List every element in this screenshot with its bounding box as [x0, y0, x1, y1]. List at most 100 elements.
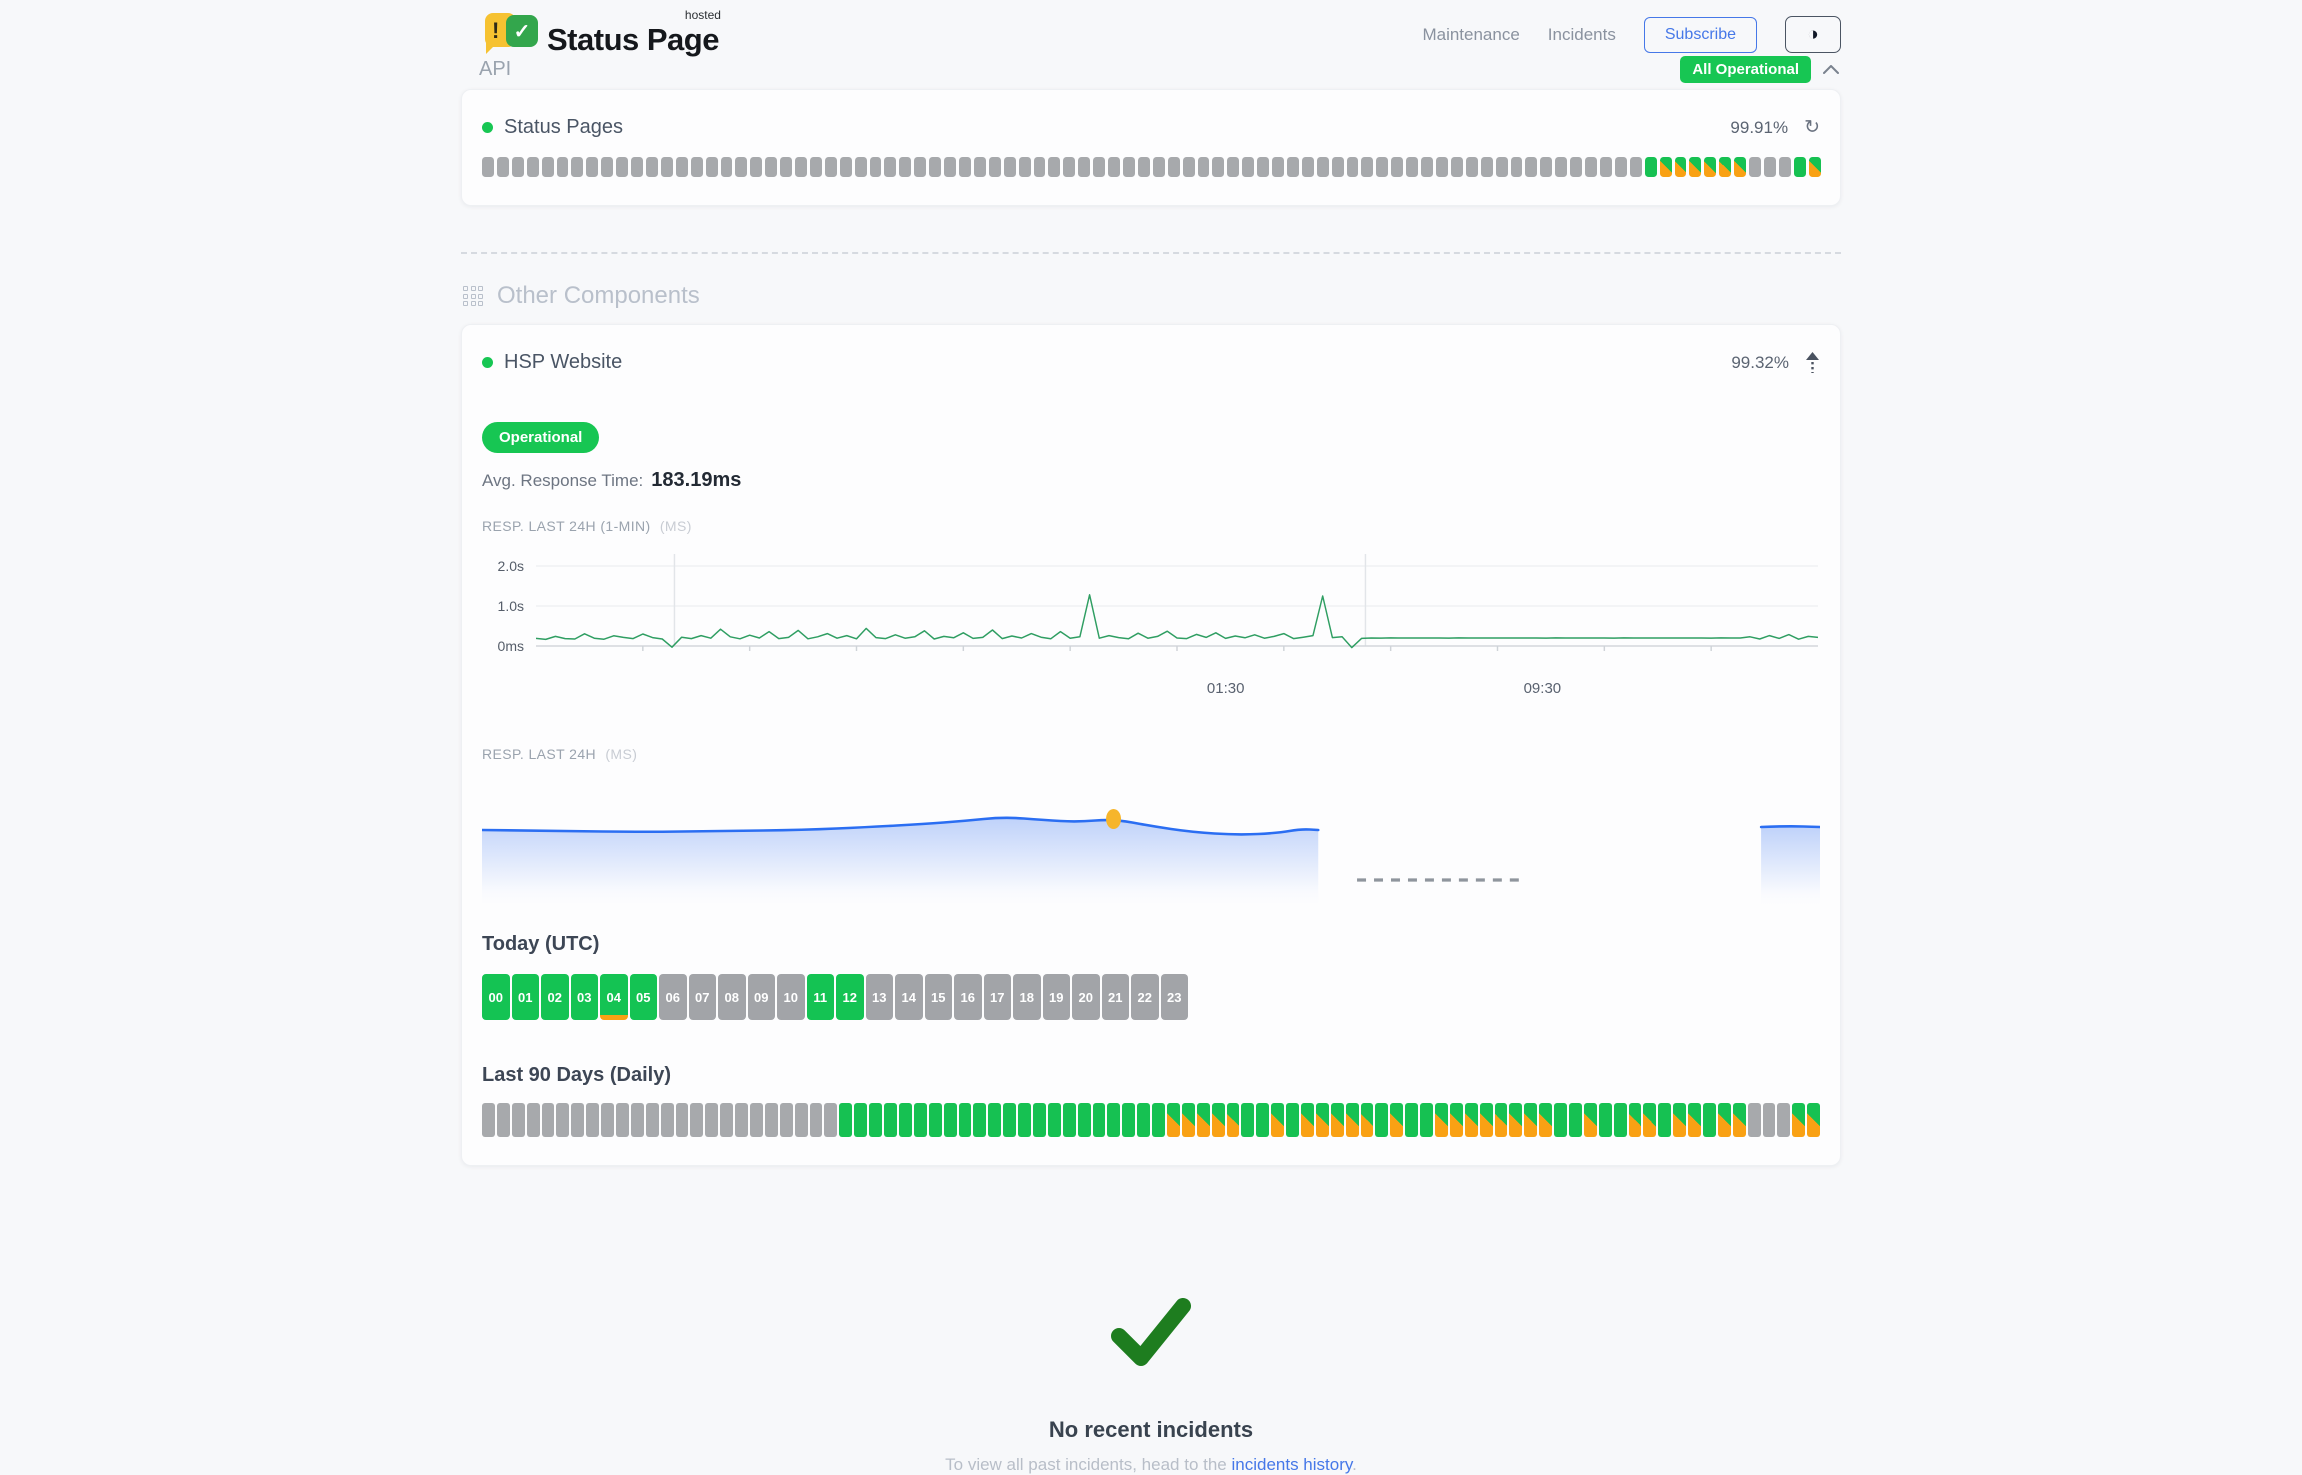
daily-bar[interactable]: [1241, 1103, 1255, 1137]
uptime-bar[interactable]: [750, 157, 763, 177]
daily-bar[interactable]: [764, 1103, 778, 1137]
daily-bar[interactable]: [1032, 1103, 1046, 1137]
uptime-bar[interactable]: [809, 157, 822, 177]
uptime-bar[interactable]: [735, 157, 748, 177]
uptime-bar[interactable]: [1167, 157, 1180, 177]
chevron-up-icon[interactable]: [1823, 65, 1839, 74]
daily-bar[interactable]: [1449, 1103, 1463, 1137]
daily-bar[interactable]: [571, 1103, 585, 1137]
daily-bar[interactable]: [630, 1103, 644, 1137]
uptime-bar[interactable]: [720, 157, 733, 177]
daily-bar[interactable]: [1464, 1103, 1478, 1137]
uptime-bar[interactable]: [1301, 157, 1314, 177]
daily-bar[interactable]: [482, 1103, 495, 1137]
uptime-bar[interactable]: [1704, 157, 1717, 177]
daily-bar[interactable]: [1166, 1103, 1180, 1137]
uptime-bar[interactable]: [988, 157, 1001, 177]
daily-bar[interactable]: [1732, 1103, 1746, 1137]
daily-bar[interactable]: [1092, 1103, 1106, 1137]
uptime-bar[interactable]: [1749, 157, 1761, 177]
daily-bar[interactable]: [1137, 1103, 1151, 1137]
daily-bar[interactable]: [958, 1103, 972, 1137]
hour-block[interactable]: 06: [659, 974, 687, 1020]
uptime-bar[interactable]: [973, 157, 986, 177]
daily-bar[interactable]: [988, 1103, 1002, 1137]
daily-bar[interactable]: [1494, 1103, 1508, 1137]
uptime-bar[interactable]: [1465, 157, 1478, 177]
daily-bar[interactable]: [1583, 1103, 1597, 1137]
hour-block[interactable]: 20: [1072, 974, 1100, 1020]
uptime-bar[interactable]: [1585, 157, 1597, 177]
uptime-bar[interactable]: [1495, 157, 1508, 177]
uptime-bar[interactable]: [1093, 157, 1106, 177]
hour-block[interactable]: 22: [1131, 974, 1159, 1020]
daily-bar[interactable]: [1181, 1103, 1195, 1137]
collapse-arrow-icon[interactable]: [1805, 351, 1820, 374]
daily-bar[interactable]: [496, 1103, 510, 1137]
uptime-bar[interactable]: [1674, 157, 1687, 177]
daily-bar[interactable]: [898, 1103, 912, 1137]
daily-bar[interactable]: [1628, 1103, 1642, 1137]
uptime-bar[interactable]: [1570, 157, 1583, 177]
uptime-bar[interactable]: [1197, 157, 1210, 177]
daily-bar[interactable]: [1062, 1103, 1076, 1137]
hour-block[interactable]: 11: [806, 974, 834, 1020]
daily-bar[interactable]: [735, 1103, 749, 1137]
uptime-bar[interactable]: [1540, 157, 1553, 177]
uptime-bar[interactable]: [1689, 157, 1702, 177]
hour-block[interactable]: 23: [1160, 974, 1188, 1020]
daily-bar[interactable]: [1539, 1103, 1553, 1137]
daily-bar[interactable]: [1703, 1103, 1716, 1137]
uptime-bar[interactable]: [959, 157, 971, 177]
hour-block[interactable]: 16: [954, 974, 982, 1020]
daily-bar[interactable]: [511, 1103, 525, 1137]
daily-bar[interactable]: [1360, 1103, 1374, 1137]
daily-bar[interactable]: [809, 1103, 823, 1137]
uptime-bar[interactable]: [1719, 157, 1732, 177]
uptime-bar[interactable]: [1182, 157, 1195, 177]
hour-block[interactable]: 14: [895, 974, 923, 1020]
hour-block[interactable]: 17: [983, 974, 1011, 1020]
daily-bar[interactable]: [1569, 1103, 1582, 1137]
hour-block[interactable]: 05: [629, 974, 657, 1020]
daily-bar[interactable]: [1256, 1103, 1270, 1137]
daily-bar[interactable]: [1271, 1103, 1285, 1137]
daily-bar[interactable]: [779, 1103, 793, 1137]
uptime-bar[interactable]: [660, 157, 673, 177]
uptime-bar[interactable]: [556, 157, 569, 177]
uptime-bar[interactable]: [765, 157, 778, 177]
uptime-bar[interactable]: [1018, 157, 1031, 177]
hour-block[interactable]: 02: [541, 974, 569, 1020]
daily-bar[interactable]: [1598, 1103, 1612, 1137]
daily-bar[interactable]: [1226, 1103, 1240, 1137]
hour-block[interactable]: 19: [1042, 974, 1070, 1020]
nav-link-maintenance[interactable]: Maintenance: [1422, 24, 1520, 44]
uptime-bar[interactable]: [1063, 157, 1076, 177]
component-row-hsp-website[interactable]: HSP Website 99.32%: [482, 351, 1820, 374]
uptime-bar[interactable]: [571, 157, 584, 177]
uptime-bar[interactable]: [1003, 157, 1016, 177]
uptime-bar[interactable]: [1391, 157, 1404, 177]
uptime-bar[interactable]: [839, 157, 852, 177]
uptime-bar[interactable]: [1242, 157, 1255, 177]
uptime-bar[interactable]: [631, 157, 643, 177]
uptime-bar[interactable]: [1137, 157, 1150, 177]
uptime-bar[interactable]: [1331, 157, 1344, 177]
uptime-bar[interactable]: [526, 157, 539, 177]
hour-block[interactable]: 01: [511, 974, 539, 1020]
uptime-bar[interactable]: [1778, 157, 1791, 177]
uptime-bar[interactable]: [1122, 157, 1135, 177]
uptime-bar[interactable]: [1048, 157, 1061, 177]
uptime-bar[interactable]: [1793, 157, 1806, 177]
uptime-bar[interactable]: [929, 157, 942, 177]
uptime-bar[interactable]: [1361, 157, 1374, 177]
daily-bar[interactable]: [1077, 1103, 1091, 1137]
daily-bar[interactable]: [913, 1103, 927, 1137]
uptime-bar[interactable]: [795, 157, 807, 177]
uptime-bar[interactable]: [884, 157, 897, 177]
hour-block[interactable]: 21: [1101, 974, 1129, 1020]
daily-bar[interactable]: [1211, 1103, 1225, 1137]
daily-bar[interactable]: [1435, 1103, 1448, 1137]
daily-bar[interactable]: [1018, 1103, 1031, 1137]
uptime-bar[interactable]: [705, 157, 718, 177]
